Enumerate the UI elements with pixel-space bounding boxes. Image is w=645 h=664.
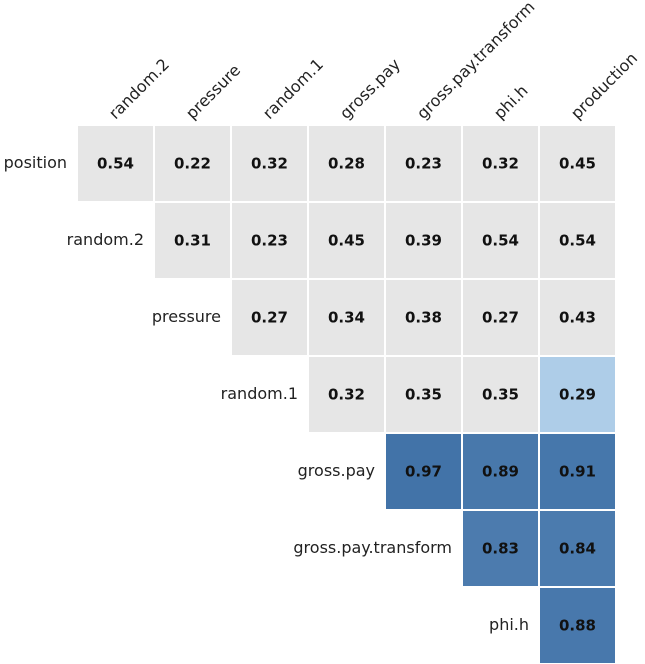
cell-value-label-6-6: 0.88 <box>559 617 596 635</box>
cell-value-label-1-2: 0.23 <box>251 232 288 250</box>
cell-value-label-3-4: 0.35 <box>405 386 442 404</box>
cell-value-label-0-3: 0.28 <box>328 155 365 173</box>
cell-value-label-2-2: 0.27 <box>251 309 288 327</box>
heatmap-cell-1-1 <box>153 201 232 280</box>
heatmap-cell-0-5 <box>461 124 540 203</box>
column-label-2: random.1 <box>259 55 327 123</box>
cell-value-label-0-0: 0.54 <box>97 155 134 173</box>
cell-value-label-5-6: 0.84 <box>559 540 596 558</box>
row-label-4: gross.pay <box>298 461 375 480</box>
row-label-5: gross.pay.transform <box>293 538 452 557</box>
heatmap-cell-3-6 <box>538 355 617 434</box>
row-label-6: phi.h <box>489 615 529 634</box>
column-label-1: pressure <box>182 61 244 123</box>
cell-value-label-0-1: 0.22 <box>174 155 211 173</box>
cell-value-label-0-5: 0.32 <box>482 155 519 173</box>
heatmap-cell-2-2 <box>230 278 309 357</box>
row-label-2: pressure <box>152 307 221 326</box>
heatmap-cell-0-1 <box>153 124 232 203</box>
column-label-3: gross.pay <box>336 55 404 123</box>
heatmap-cell-1-5 <box>461 201 540 280</box>
row-labels: position random.2 pressure random.1 gross.pa… <box>4 153 529 634</box>
cell-value-label-1-5: 0.54 <box>482 232 519 250</box>
column-label-6: production <box>567 49 641 123</box>
column-label-5: phi.h <box>490 81 532 123</box>
heatmap-cell-1-3 <box>307 201 386 280</box>
column-label-0: random.2 <box>105 55 173 123</box>
heatmap-cell-6-6 <box>538 586 617 664</box>
cell-value-label-2-5: 0.27 <box>482 309 519 327</box>
row-label-1: random.2 <box>67 230 144 249</box>
cell-value-label-4-4: 0.97 <box>405 463 442 481</box>
heatmap-cell-5-6 <box>538 509 617 588</box>
cell-value-label-3-6: 0.29 <box>559 386 596 404</box>
row-label-3: random.1 <box>221 384 298 403</box>
heatmap-cell-3-4 <box>384 355 463 434</box>
cell-value-label-1-4: 0.39 <box>405 232 442 250</box>
cell-value-label-0-6: 0.45 <box>559 155 596 173</box>
cell-value-label-1-3: 0.45 <box>328 232 365 250</box>
heatmap-cell-labels: 0.54 0.22 0.32 0.28 0.23 0.32 0.45 0.31 0.23 0.45… <box>97 155 596 635</box>
cell-value-label-1-1: 0.31 <box>174 232 211 250</box>
cell-value-label-3-5: 0.35 <box>482 386 519 404</box>
cell-value-label-4-5: 0.89 <box>482 463 519 481</box>
cell-value-label-2-3: 0.34 <box>328 309 365 327</box>
cell-value-label-2-4: 0.38 <box>405 309 442 327</box>
cell-value-label-0-4: 0.23 <box>405 155 442 173</box>
cell-value-label-3-3: 0.32 <box>328 386 365 404</box>
heatmap-cell-0-0 <box>76 124 155 203</box>
column-labels: random.2 pressure random.1 gross.pay gross.p… <box>105 0 641 123</box>
heatmap-cell-2-5 <box>461 278 540 357</box>
cell-value-label-0-2: 0.32 <box>251 155 288 173</box>
cell-value-label-2-6: 0.43 <box>559 309 596 327</box>
heatmap-cell-2-4 <box>384 278 463 357</box>
heatmap-cell-4-4 <box>384 432 463 511</box>
cell-value-label-5-5: 0.83 <box>482 540 519 558</box>
heatmap-cell-3-5 <box>461 355 540 434</box>
heatmap-cell-2-6 <box>538 278 617 357</box>
heatmap-cell-3-3 <box>307 355 386 434</box>
row-label-0: position <box>4 153 67 172</box>
heatmap-cells <box>76 124 617 664</box>
cell-value-label-4-6: 0.91 <box>559 463 596 481</box>
cell-value-label-1-6: 0.54 <box>559 232 596 250</box>
